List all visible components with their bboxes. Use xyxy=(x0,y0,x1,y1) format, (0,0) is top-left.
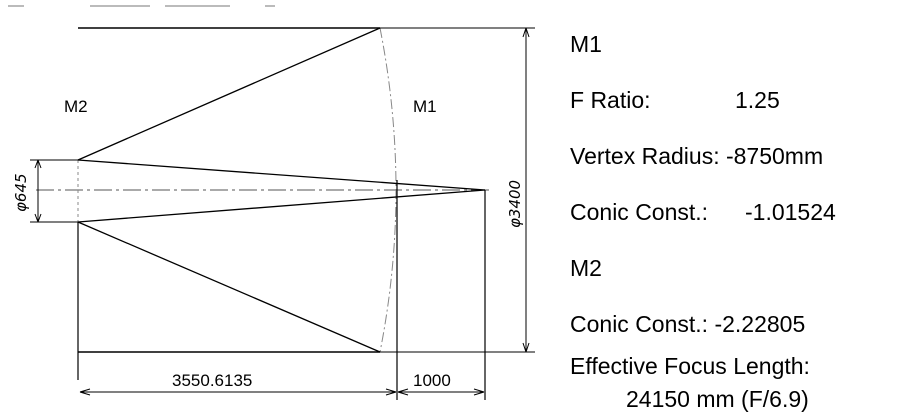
m1-conic-label: Conic Const.: xyxy=(570,199,709,225)
m2-conic-value: -2.22805 xyxy=(714,311,806,337)
vertex-radius-row: Vertex Radius: -8750mm xyxy=(570,145,823,168)
m2-diameter-dimension xyxy=(30,159,78,223)
ray-m2-to-focus-top xyxy=(77,159,486,191)
efl-value: 24150 mm (F/6.9) xyxy=(626,386,809,412)
primary-mirror-m1 xyxy=(379,27,397,353)
efl-label: Effective Focus Length: xyxy=(570,353,810,379)
back-focus-label: 1000 xyxy=(413,371,451,390)
f-ratio-value: 1.25 xyxy=(735,87,780,113)
secondary-mirror-label: M2 xyxy=(64,97,88,116)
m2-diameter-label: φ645 xyxy=(12,173,30,212)
m2-conic-row: Conic Const.: -2.22805 xyxy=(570,313,805,336)
vertex-radius-value: -8750mm xyxy=(725,143,824,169)
m1-heading: M1 xyxy=(570,31,602,57)
f-ratio-label: F Ratio: xyxy=(570,87,651,113)
m1-diameter-label: φ3400 xyxy=(506,180,524,228)
back-focus-dimension xyxy=(397,388,485,396)
vertex-radius-label: Vertex Radius: xyxy=(570,143,720,169)
ray-m2-to-focus-bottom xyxy=(77,189,486,223)
primary-mirror-label: M1 xyxy=(413,97,437,116)
f-ratio-row: F Ratio: 1.25 xyxy=(570,87,780,113)
mirror-spacing-dimension xyxy=(79,388,397,396)
ray-m1-to-m2-bottom xyxy=(77,221,381,353)
mirror-spacing-label: 3550.6135 xyxy=(172,371,252,390)
ray-m1-to-m2-top xyxy=(77,27,381,161)
m2-conic-label: Conic Const.: xyxy=(570,311,709,337)
m1-conic-value: -1.01524 xyxy=(745,199,836,225)
m1-conic-row: Conic Const.: -1.01524 xyxy=(570,199,836,225)
telescope-optical-diagram: φ645 φ3400 3550.6135 1000 M2 M1 xyxy=(8,5,535,400)
m1-diameter-dimension xyxy=(380,27,535,353)
m2-heading: M2 xyxy=(570,255,602,281)
